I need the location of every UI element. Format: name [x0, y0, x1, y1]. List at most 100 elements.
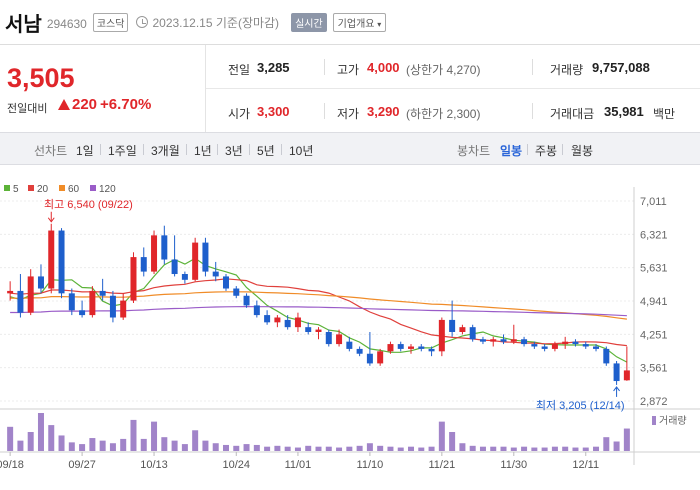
period-tab-bar: 선차트 1일 1주일 3개월 1년 3년 5년 10년 봉차트 일봉 주봉 월봉 [0, 132, 700, 165]
candle-body [284, 319, 291, 328]
stock-code: 294630 [46, 17, 87, 31]
candle-body [366, 353, 373, 364]
volume-bar [582, 447, 589, 451]
quote-row-2: 시가 3,300 저가 3,290 (하한가 2,300) 거래대금 35,98… [206, 89, 700, 133]
candle-body [161, 235, 168, 260]
volume-bar [305, 445, 312, 451]
tab-daily[interactable]: 일봉 [500, 144, 523, 158]
candle-body [469, 327, 476, 340]
tab-1d[interactable]: 1일 [76, 144, 94, 158]
candle-body [603, 348, 610, 364]
stock-header: 서남 294630 코스닥 2023.12.15 기준(장마감) 실시간 기업개… [0, 0, 700, 44]
tab-1w[interactable]: 1주일 [108, 144, 137, 158]
divider [562, 144, 563, 155]
tab-1y[interactable]: 1년 [194, 144, 212, 158]
y-tick-label: 2,872 [640, 396, 668, 408]
candle-body [325, 331, 332, 345]
quote-row-1: 전일 3,285 고가 4,000 (상한가 4,270) 거래량 9,757,… [206, 45, 700, 89]
candle-body [408, 346, 415, 349]
volume-bar [120, 438, 127, 451]
volume-bar [428, 446, 435, 451]
y-tick-label: 7,011 [640, 196, 667, 208]
candle-body [264, 315, 271, 323]
candle-body [572, 341, 579, 345]
market-badge: 코스닥 [92, 12, 129, 32]
volume-label: 거래량 [550, 63, 584, 77]
candle-body [212, 271, 219, 277]
tab-5y[interactable]: 5년 [257, 144, 275, 158]
legend-swatch [59, 185, 65, 191]
line-chart-label: 선차트 [34, 144, 68, 158]
candle-body [500, 339, 507, 342]
volume-bar [253, 444, 260, 451]
volume-bar [593, 446, 600, 451]
change-percent: +6.70% [100, 96, 152, 113]
tab-10y[interactable]: 10년 [289, 144, 314, 158]
candle-body [593, 346, 600, 349]
volume-bar [459, 443, 466, 451]
change-amount: 220 [72, 96, 98, 113]
candle-body [305, 327, 312, 332]
volume-bar [202, 440, 209, 451]
candle-body [377, 351, 384, 364]
change-label: 전일대비 [7, 103, 48, 115]
volume-bar [233, 445, 240, 451]
amount-label: 거래대금 [550, 107, 595, 121]
clock-icon [136, 16, 149, 28]
divider [186, 144, 187, 155]
candle-body [438, 319, 445, 352]
volume-bar [243, 444, 250, 451]
volume-bar [449, 432, 456, 451]
candle-body [541, 346, 548, 349]
volume-bar [325, 446, 332, 451]
company-overview-button[interactable]: 기업개요 ▾ [332, 12, 387, 32]
volume-bar [58, 435, 65, 451]
volume-bar [109, 443, 116, 451]
volume-bar [192, 430, 199, 451]
candlestick-chart-svg: 7,011 6,321 5,631 4,941 4,251 3,561 2,872 5 20 60… [0, 184, 700, 471]
divider [217, 144, 218, 155]
open-value: 3,300 [257, 104, 290, 119]
low-label: 저가 [337, 107, 360, 121]
legend-label: 120 [99, 184, 116, 195]
volume-bar [315, 446, 322, 451]
candle-body [428, 348, 435, 352]
divider [249, 144, 250, 155]
high-label: 고가 [337, 63, 360, 77]
divider [100, 144, 101, 155]
high-arrowhead-icon [47, 217, 55, 223]
tab-weekly[interactable]: 주봉 [535, 144, 558, 158]
volume-bar [541, 447, 548, 451]
candle-body [418, 346, 425, 349]
stock-chart[interactable]: 7,011 6,321 5,631 4,941 4,251 3,561 2,872 5 20 60… [0, 165, 700, 490]
x-tick-label: 11/01 [285, 459, 312, 471]
realtime-button[interactable]: 실시간 [291, 12, 327, 32]
volume-bar [151, 421, 158, 451]
tab-3m[interactable]: 3개월 [151, 144, 180, 158]
divider [324, 59, 325, 75]
candle-body [521, 339, 528, 345]
volume-label: 거래량 [659, 415, 687, 427]
candle-body [253, 305, 260, 316]
volume-bar [366, 443, 373, 451]
open-label: 시가 [228, 107, 251, 121]
high-value: 4,000 [367, 60, 400, 75]
tab-3y[interactable]: 3년 [225, 144, 243, 158]
y-tick-label: 4,941 [640, 296, 668, 308]
volume-bar [397, 447, 404, 451]
candle-body [58, 230, 65, 294]
lower-limit: (하한가 2,300) [406, 107, 481, 121]
volume-bar [181, 444, 188, 451]
candle-body [181, 274, 188, 280]
volume-bar [284, 446, 291, 451]
volume-bar [222, 444, 229, 451]
candle-chart-label: 봉차트 [457, 144, 491, 158]
volume-bar [387, 446, 394, 451]
volume-bar [99, 440, 106, 451]
volume-bar [130, 419, 137, 451]
candle-body [613, 363, 620, 382]
candle-body [387, 344, 394, 352]
candle-body [130, 257, 137, 301]
tab-monthly[interactable]: 월봉 [571, 144, 594, 158]
candle-body [562, 341, 569, 345]
